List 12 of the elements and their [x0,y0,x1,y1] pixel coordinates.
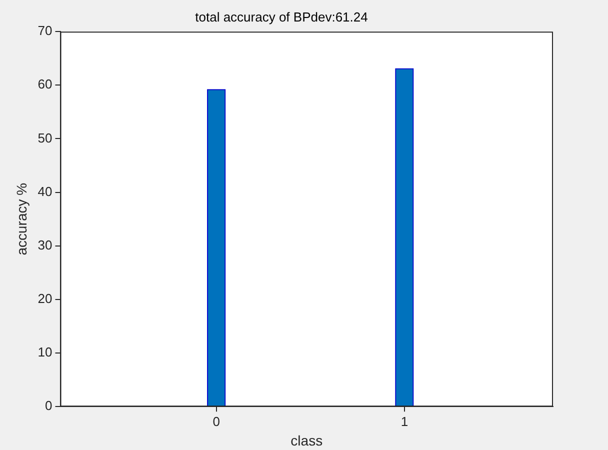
y-tick-label: 30 [38,237,52,252]
y-tick-label: 50 [38,130,52,146]
y-tick-label: 60 [38,76,52,92]
y-tick-label: 20 [38,291,52,306]
y-tick-label: 40 [38,184,52,199]
x-axis-title: class [290,432,323,448]
x-tick-label: 1 [400,414,408,429]
y-axis-title: accuracy % [13,182,30,256]
y-tick-label: 70 [38,23,52,38]
chart-title: total accuracy of BPdev:61.24 [195,9,368,24]
y-tick-label: 10 [38,344,52,360]
y-tick-label: 0 [45,398,52,414]
